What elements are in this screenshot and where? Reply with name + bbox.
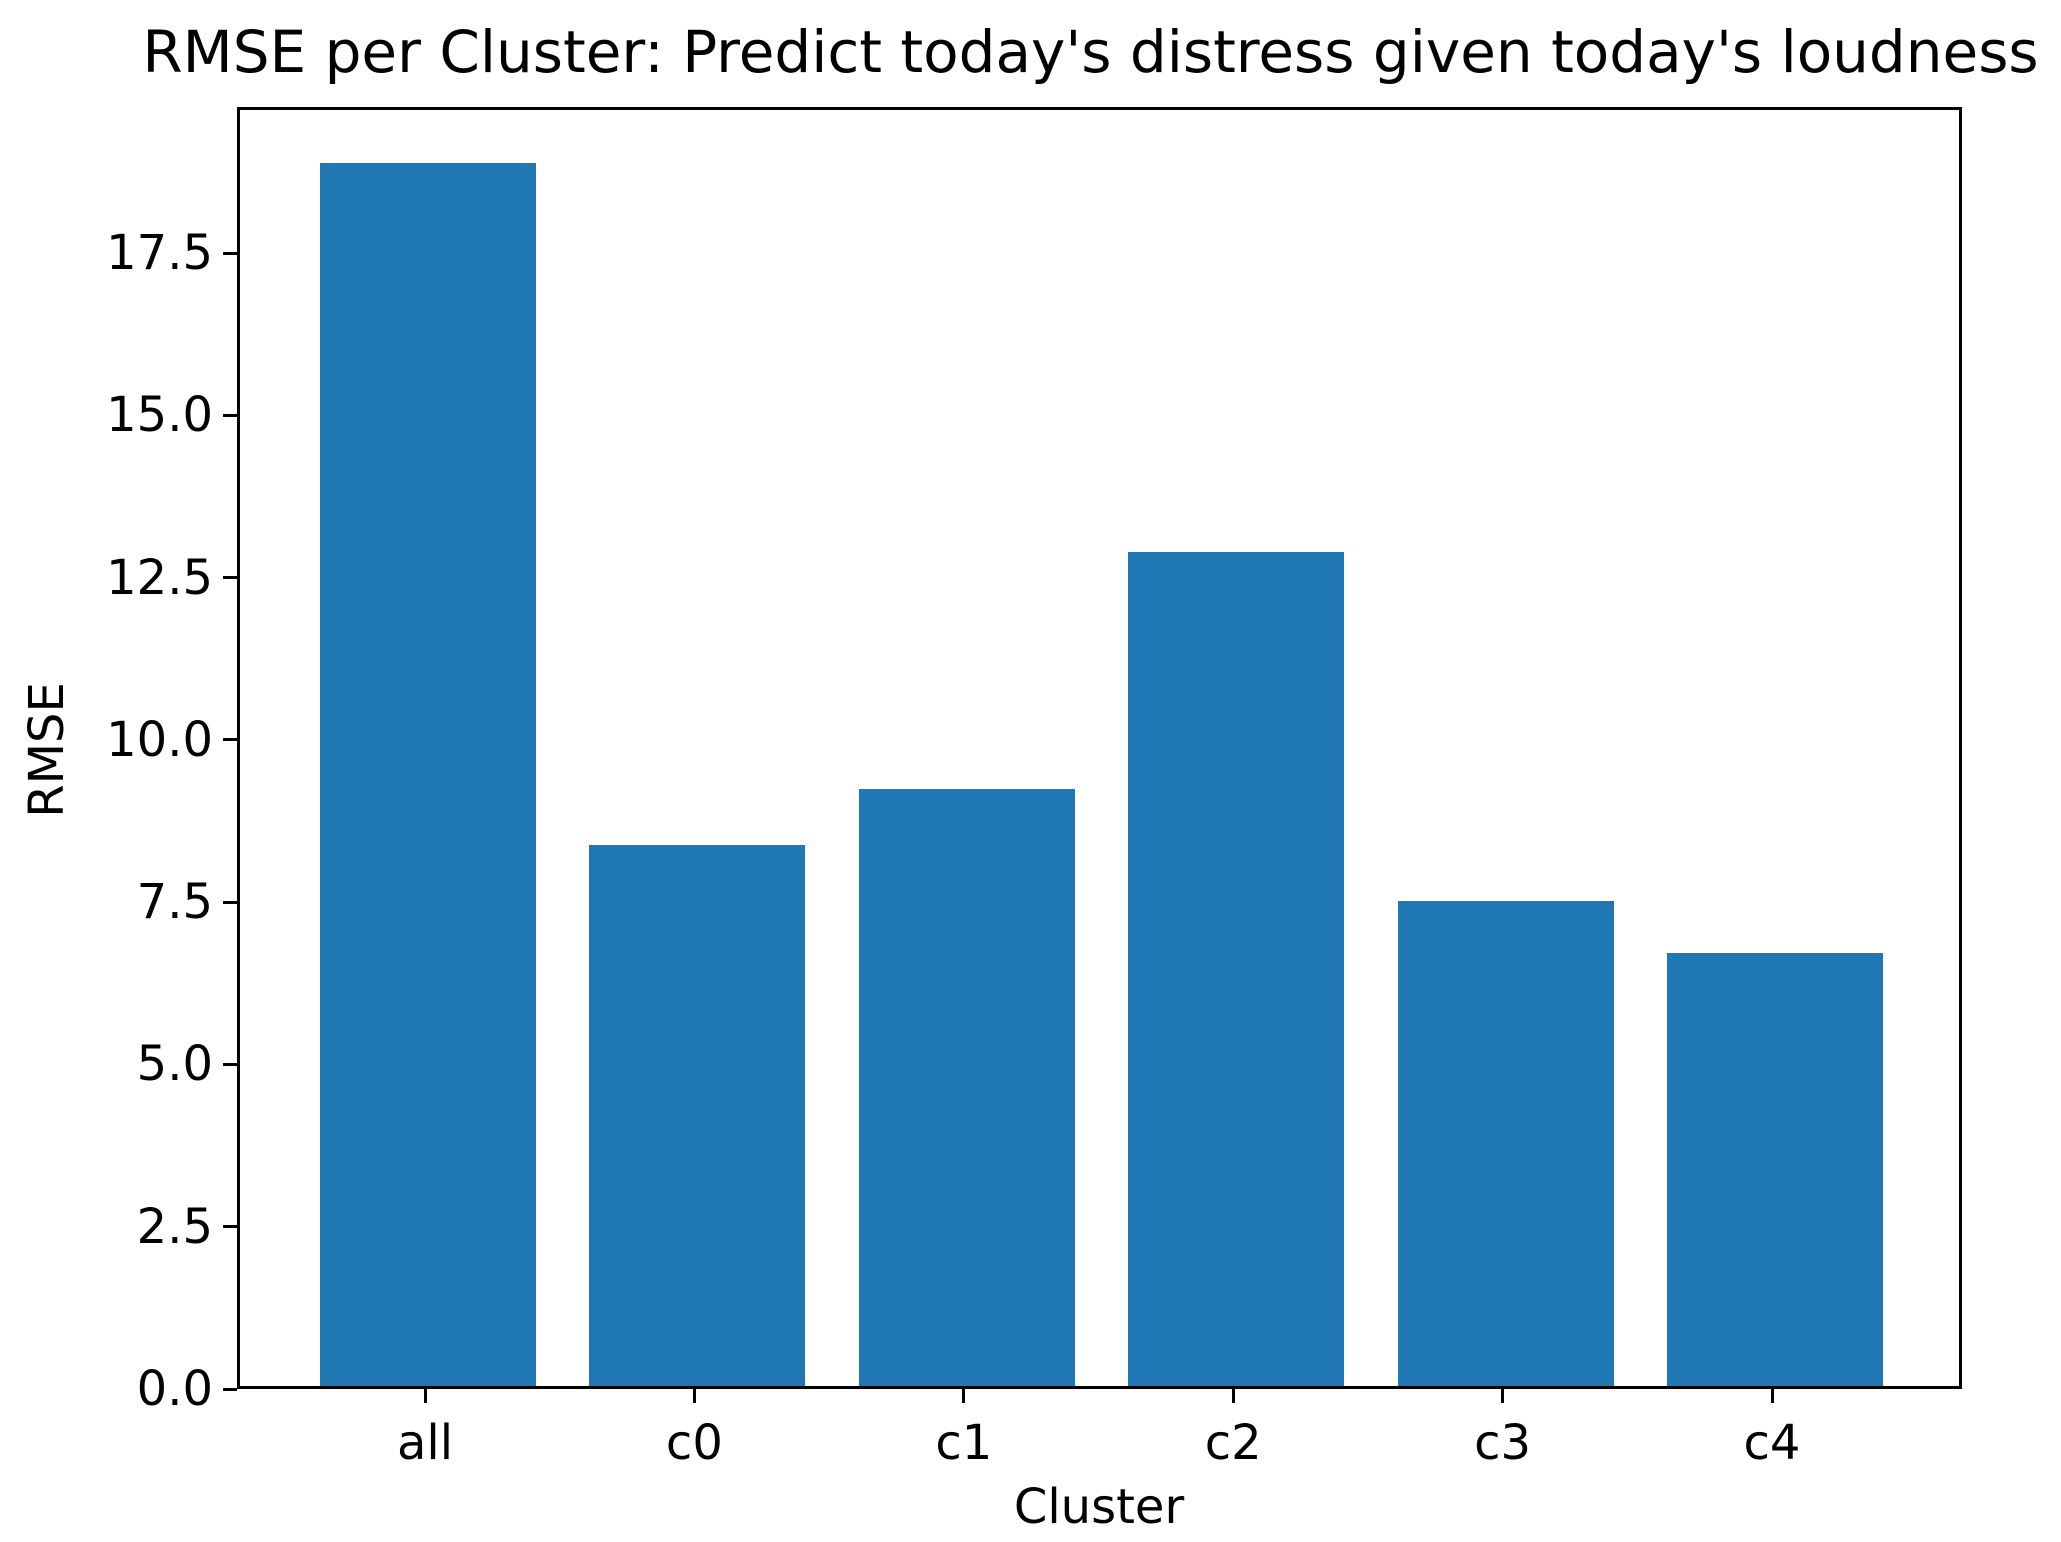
y-tick-mark — [223, 738, 237, 742]
y-tick-mark — [223, 251, 237, 255]
x-tick-label-c4: c4 — [1743, 1415, 1801, 1471]
x-tick-mark — [1501, 1389, 1505, 1403]
y-tick-label: 15.0 — [106, 387, 213, 444]
bar-c2 — [1128, 552, 1345, 1386]
x-tick-label-c3: c3 — [1474, 1415, 1532, 1471]
plot-area — [237, 107, 1962, 1389]
y-tick-label: 10.0 — [106, 711, 213, 768]
bar-c3 — [1397, 901, 1614, 1386]
y-tick-label: 0.0 — [136, 1361, 213, 1417]
x-tick-label-c2: c2 — [1204, 1415, 1262, 1471]
x-tick-label-c1: c1 — [935, 1415, 993, 1471]
x-tick-mark — [1231, 1389, 1235, 1403]
x-tick-mark — [962, 1389, 966, 1403]
x-tick-label-all: all — [396, 1415, 454, 1471]
bar-c1 — [858, 789, 1075, 1386]
chart-title: RMSE per Cluster: Predict today's distre… — [142, 18, 2039, 86]
y-tick-mark — [223, 576, 237, 580]
x-axis-label: Cluster — [1013, 1479, 1185, 1535]
y-tick-mark — [223, 1062, 237, 1066]
bar-c4 — [1667, 953, 1883, 1386]
x-tick-label-c0: c0 — [665, 1415, 723, 1471]
y-tick-mark — [223, 900, 237, 904]
y-tick-mark — [223, 1225, 237, 1229]
y-tick-label: 12.5 — [106, 549, 213, 606]
x-tick-mark — [1770, 1389, 1774, 1403]
y-tick-label: 2.5 — [136, 1198, 213, 1255]
y-tick-mark — [223, 413, 237, 417]
bar-all — [320, 163, 536, 1386]
bar-c0 — [589, 845, 806, 1386]
x-tick-mark — [692, 1389, 696, 1403]
y-tick-label: 7.5 — [136, 874, 213, 931]
y-tick-label: 5.0 — [136, 1036, 213, 1093]
y-tick-label: 17.5 — [106, 225, 213, 282]
x-tick-mark — [423, 1389, 427, 1403]
y-tick-mark — [223, 1387, 237, 1391]
